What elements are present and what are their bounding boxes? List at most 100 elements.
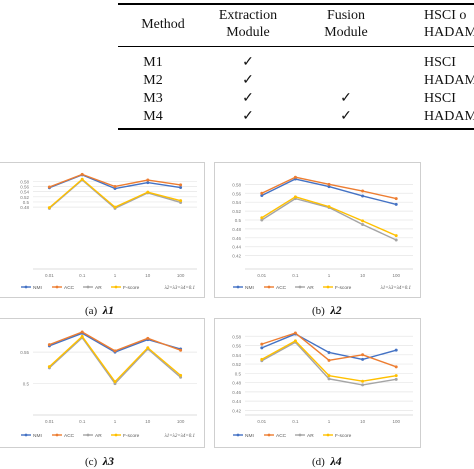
- y-tick-label: 0.58: [232, 334, 241, 339]
- x-tick-label: 0.1: [292, 273, 299, 278]
- legend-marker-acc: [267, 433, 271, 437]
- data-point-f-score: [260, 216, 264, 220]
- data-point-f-score: [113, 205, 117, 209]
- header-fusion-line2: Module: [324, 25, 368, 40]
- data-point-f-score: [80, 334, 84, 338]
- header-extraction-line2: Module: [226, 25, 270, 40]
- data-point-ar: [361, 383, 365, 387]
- legend-label-nmi: NMI: [33, 285, 42, 291]
- data-point-nmi: [327, 185, 331, 189]
- row-m1-method: M1: [143, 55, 163, 70]
- y-tick-label: 0.54: [20, 190, 29, 195]
- caption-c-label: (c): [85, 456, 98, 468]
- x-tick-label: 10: [360, 419, 366, 424]
- ablation-table: Method Extraction Module Fusion Module H…: [0, 0, 474, 150]
- caption-d-lambda: λ4: [330, 454, 342, 468]
- data-point-acc: [327, 358, 331, 362]
- y-tick-label: 0.52: [232, 362, 241, 367]
- table-mid-rule: [118, 46, 474, 47]
- legend-marker-nmi: [236, 433, 240, 437]
- legend-label-ar: AR: [307, 285, 314, 291]
- data-point-nmi: [113, 187, 117, 191]
- y-tick-label: 0.58: [20, 179, 29, 184]
- parameter-note: λ1=λ3=λ4=0.1: [380, 286, 411, 291]
- y-tick-label: 0.52: [20, 195, 29, 200]
- x-tick-label: 1: [114, 273, 117, 278]
- legend-label-f-score: F-score: [123, 285, 140, 291]
- data-point-acc: [327, 182, 331, 186]
- data-point-f-score: [146, 346, 150, 350]
- caption-d: (d) λ4: [312, 454, 342, 469]
- legend-label-acc: ACC: [276, 433, 287, 439]
- x-tick-label: 0.01: [257, 419, 266, 424]
- caption-c: (c) λ3: [85, 454, 114, 469]
- data-point-nmi: [146, 181, 150, 185]
- data-point-ar: [394, 377, 398, 381]
- y-tick-label: 0.42: [232, 408, 241, 413]
- legend-label-ar: AR: [307, 433, 314, 439]
- y-tick-label: 0.46: [232, 236, 241, 241]
- y-tick-label: 0.54: [232, 200, 241, 205]
- y-tick-label: 0.55: [20, 350, 29, 355]
- x-tick-label: 10: [145, 419, 151, 424]
- row-m1-extraction: ✓: [242, 55, 254, 70]
- data-point-nmi: [394, 348, 398, 352]
- data-point-f-score: [47, 206, 51, 210]
- data-point-acc: [394, 197, 398, 201]
- caption-a-label: (a): [85, 305, 98, 317]
- data-point-f-score: [179, 199, 183, 203]
- legend-label-nmi: NMI: [245, 433, 254, 439]
- chart-panel-lambda2: 0.58 0.56 0.54 0.52 0.5 0.48 0.46 0.44 0.42 0.01 0…: [214, 162, 421, 298]
- data-point-f-score: [146, 190, 150, 194]
- x-tick-label: 10: [360, 273, 366, 278]
- data-point-nmi: [179, 186, 183, 190]
- data-point-f-score: [394, 374, 398, 378]
- caption-d-label: (d): [312, 456, 325, 468]
- caption-a: (a) λ1: [85, 303, 114, 318]
- data-point-acc: [146, 178, 150, 182]
- y-tick-label: 0.56: [232, 191, 241, 196]
- data-point-acc: [179, 348, 183, 352]
- parameter-note: λ1=λ2=λ4=0.1: [164, 434, 195, 439]
- table-bottom-rule: [118, 128, 474, 130]
- data-point-nmi: [260, 346, 264, 350]
- legend-label-f-score: F-score: [335, 433, 352, 439]
- data-point-ar: [394, 238, 398, 242]
- chart-panel-lambda4: 0.58 0.56 0.54 0.52 0.5 0.48 0.46 0.44 0.42 0.01 0…: [214, 318, 421, 448]
- legend-marker-ar: [86, 433, 90, 437]
- caption-a-lambda: λ1: [102, 303, 115, 317]
- x-tick-label: 10: [145, 273, 151, 278]
- x-tick-label: 0.1: [79, 273, 86, 278]
- x-tick-label: 100: [177, 273, 185, 278]
- legend-marker-f-score: [326, 433, 330, 437]
- legend-marker-f-score: [326, 285, 330, 289]
- row-m2-method: M2: [143, 73, 163, 88]
- y-tick-label: 0.44: [232, 399, 241, 404]
- data-point-f-score: [293, 195, 297, 199]
- series-line-f-score: [48, 178, 181, 209]
- legend-marker-f-score: [114, 433, 118, 437]
- data-point-acc: [260, 191, 264, 195]
- chart-lambda1: 0.580.560.540.520.50.48 0.01 0.1 1 10 100 NMI A…: [20, 172, 197, 291]
- x-tick-label: 100: [177, 419, 185, 424]
- legend-marker-ar: [86, 285, 90, 289]
- chart-panel-lambda3: 0.55 0.5 0.01 0.1 1 10 100 NMI ACC AR F-score λ1=λ2…: [0, 318, 205, 448]
- legend-marker-nmi: [236, 285, 240, 289]
- y-tick-label: 0.5: [23, 200, 30, 205]
- y-tick-label: 0.5: [23, 382, 30, 387]
- y-tick-label: 0.56: [232, 344, 241, 349]
- legend-label-ar: AR: [95, 433, 102, 439]
- data-point-acc: [146, 336, 150, 340]
- data-point-ar: [260, 218, 264, 222]
- row-m4-method: M4: [143, 109, 163, 124]
- row-m1-hsci: HSCI: [424, 55, 456, 70]
- row-m3-method: M3: [143, 91, 163, 106]
- chart-lambda3: 0.55 0.5 0.01 0.1 1 10 100 NMI ACC AR F-score λ1=λ2…: [20, 330, 197, 439]
- data-point-f-score: [327, 374, 331, 378]
- data-point-acc: [113, 184, 117, 188]
- data-point-nmi: [394, 202, 398, 206]
- header-extraction-line1: Extraction: [218, 8, 278, 23]
- data-point-acc: [293, 331, 297, 335]
- y-tick-label: 0.5: [235, 218, 242, 223]
- data-point-nmi: [361, 357, 365, 361]
